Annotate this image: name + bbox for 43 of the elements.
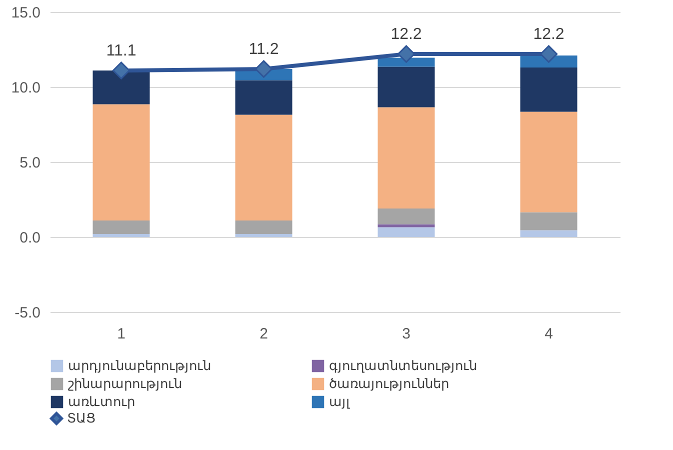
y-tick-label: 15.0 (11, 4, 40, 22)
bar (520, 212, 578, 230)
bar (520, 56, 578, 68)
legend-label: առևտուր (68, 394, 135, 409)
point (254, 60, 273, 78)
y-tick-label: -5.0 (14, 304, 40, 322)
x-tick-label: 3 (402, 326, 410, 342)
point (540, 45, 558, 63)
bar (92, 70, 150, 104)
bar (378, 208, 435, 224)
x-tick-label: 4 (544, 326, 553, 342)
x-tick-label: 2 (260, 326, 268, 342)
bar (235, 220, 292, 234)
x-tick-label: 1 (117, 326, 126, 342)
bar (92, 104, 150, 220)
data-label: 12.2 (390, 26, 422, 43)
point (112, 62, 130, 80)
legend-label: շինարարություն (68, 376, 182, 391)
data-label: 11.2 (248, 41, 279, 58)
legend-label: այլ (329, 394, 350, 409)
bar (520, 230, 578, 237)
data-label: 11.1 (106, 42, 136, 60)
bar (520, 68, 578, 112)
point (397, 45, 416, 63)
bar (92, 234, 150, 237)
bar (378, 58, 435, 67)
bar (378, 107, 435, 208)
legend-label: գյուղատնտեսություն (329, 358, 477, 373)
bar (378, 227, 435, 237)
y-tick-label: 5.0 (20, 154, 40, 172)
legend-label: ՏԱՑ (67, 410, 96, 426)
bar (235, 114, 292, 220)
bar (92, 220, 150, 234)
data-label: 12.2 (533, 26, 564, 43)
legend-label: արդյունաբերություն (68, 358, 211, 373)
y-tick-label: 0.0 (20, 230, 40, 246)
bar (235, 80, 292, 115)
y-tick-label: 10.0 (11, 80, 40, 96)
bar (378, 66, 435, 108)
legend-label: ծառայություններ (329, 376, 449, 391)
bar (235, 234, 292, 237)
bar (378, 224, 435, 228)
bar (520, 112, 578, 212)
